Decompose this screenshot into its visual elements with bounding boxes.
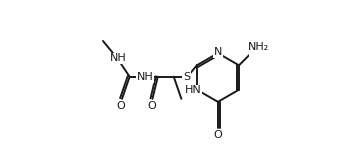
Text: O: O (213, 130, 222, 140)
Text: NH: NH (110, 53, 127, 63)
Text: O: O (117, 101, 126, 111)
Text: HN: HN (185, 85, 201, 95)
Text: NH: NH (136, 72, 153, 82)
Text: N: N (214, 47, 222, 57)
Text: NH₂: NH₂ (247, 42, 268, 52)
Text: S: S (183, 72, 190, 82)
Text: O: O (147, 101, 156, 111)
